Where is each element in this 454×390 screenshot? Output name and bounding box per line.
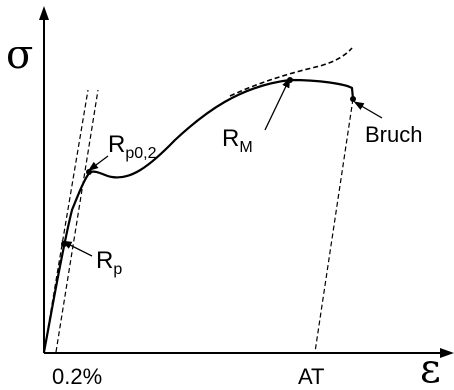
x-axis-arrow-icon (440, 348, 454, 358)
unloading-line-dashed (314, 98, 354, 353)
rp02-arrow (87, 155, 109, 172)
rm-arrow (264, 77, 291, 131)
bruch-arrow (353, 101, 383, 119)
rp02-label-main: R (108, 131, 125, 158)
offset-tick-label: 0.2% (52, 364, 102, 385)
elastic-line-dashed-2 (55, 89, 99, 353)
rp02-label-sub: p0,2 (125, 145, 156, 162)
rp-point (61, 241, 67, 247)
epsilon-label: ε (420, 346, 441, 385)
sigma-label: σ (6, 32, 33, 78)
rp-label-main: R (96, 247, 113, 274)
rp-label: Rp (96, 247, 122, 278)
at-tick-label: AT (298, 364, 324, 385)
rp02-label: Rp0,2 (108, 131, 157, 162)
rp-label-sub: p (113, 261, 122, 278)
rp-arrow (61, 240, 93, 257)
elastic-line-dashed-1 (43, 89, 89, 353)
rp02-point (86, 169, 92, 175)
bruch-point (350, 96, 356, 102)
rm-label-main: R (222, 125, 239, 152)
rm-label-sub: M (239, 139, 252, 156)
stress-strain-curve (42, 78, 355, 354)
rm-label: RM (222, 125, 253, 156)
bruch-label: Bruch (365, 122, 422, 147)
y-axis-arrow-icon (39, 6, 49, 20)
true-stress-dashed-curve (229, 47, 353, 97)
